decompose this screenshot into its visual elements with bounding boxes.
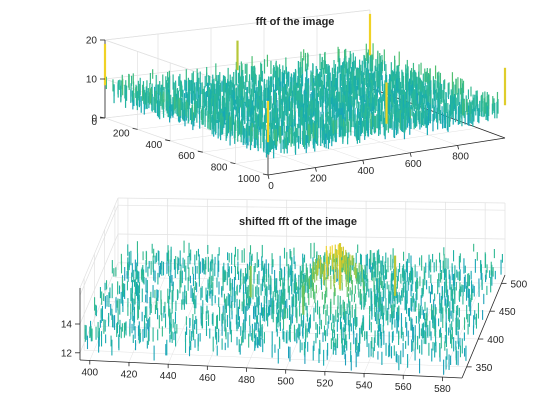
shifted-fft-y-tick-label: 350 xyxy=(476,363,493,374)
shifted-fft-z-tick-label: 14 xyxy=(61,320,73,331)
shifted-fft-x-tick-label: 440 xyxy=(160,371,177,382)
shifted-fft-z-tick-label: 12 xyxy=(61,348,73,359)
fft-x-tick-label: 600 xyxy=(405,159,422,170)
shifted-fft-x-tick-label: 540 xyxy=(356,380,373,391)
shifted-fft-surface-plot: 400 420 440 460 480 500 520 540 560 580 350 400 450 5… xyxy=(61,197,528,395)
fft-x-tick-label: 0 xyxy=(268,181,274,192)
shifted-fft-y-tick-label: 400 xyxy=(487,335,504,346)
shifted-fft-plot-title: shifted fft of the image xyxy=(239,216,357,228)
fft-z-tick-label: 10 xyxy=(86,75,98,86)
fft-plot-title: fft of the image xyxy=(256,16,335,28)
fft-x-tick-label: 200 xyxy=(310,174,327,185)
fft-y-tick-label: 600 xyxy=(178,151,195,162)
shifted-fft-surface-marks xyxy=(84,240,503,375)
fft-surface-marks xyxy=(103,13,507,159)
shifted-fft-x-tick-label: 460 xyxy=(199,373,216,384)
fft-y-tick-label: 200 xyxy=(113,128,130,139)
shifted-fft-x-tick-label: 560 xyxy=(395,382,412,393)
fft-x-tick-label: 800 xyxy=(452,151,469,162)
shifted-fft-x-tick-label: 420 xyxy=(121,369,138,380)
shifted-fft-y-tick-label: 450 xyxy=(499,307,516,318)
fft-y-tick-label: 800 xyxy=(211,163,228,174)
shifted-fft-y-tick-label: 500 xyxy=(511,279,528,290)
fft-y-tick-label: 1000 xyxy=(238,174,261,185)
shifted-fft-x-tick-label: 520 xyxy=(317,379,334,390)
fft-y-tick-label: 0 xyxy=(91,117,97,128)
fft-x-tick-label: 400 xyxy=(357,166,374,177)
fft-z-tick-label: 20 xyxy=(86,36,98,47)
fft-y-tick-label: 400 xyxy=(146,140,163,151)
shifted-fft-x-tick-label: 480 xyxy=(238,375,255,386)
shifted-fft-x-tick-label: 400 xyxy=(81,367,98,378)
shifted-fft-x-tick-label: 500 xyxy=(277,377,294,388)
fft-z-tick-label: 0 xyxy=(91,114,97,125)
shifted-fft-x-tick-label: 580 xyxy=(434,384,451,395)
